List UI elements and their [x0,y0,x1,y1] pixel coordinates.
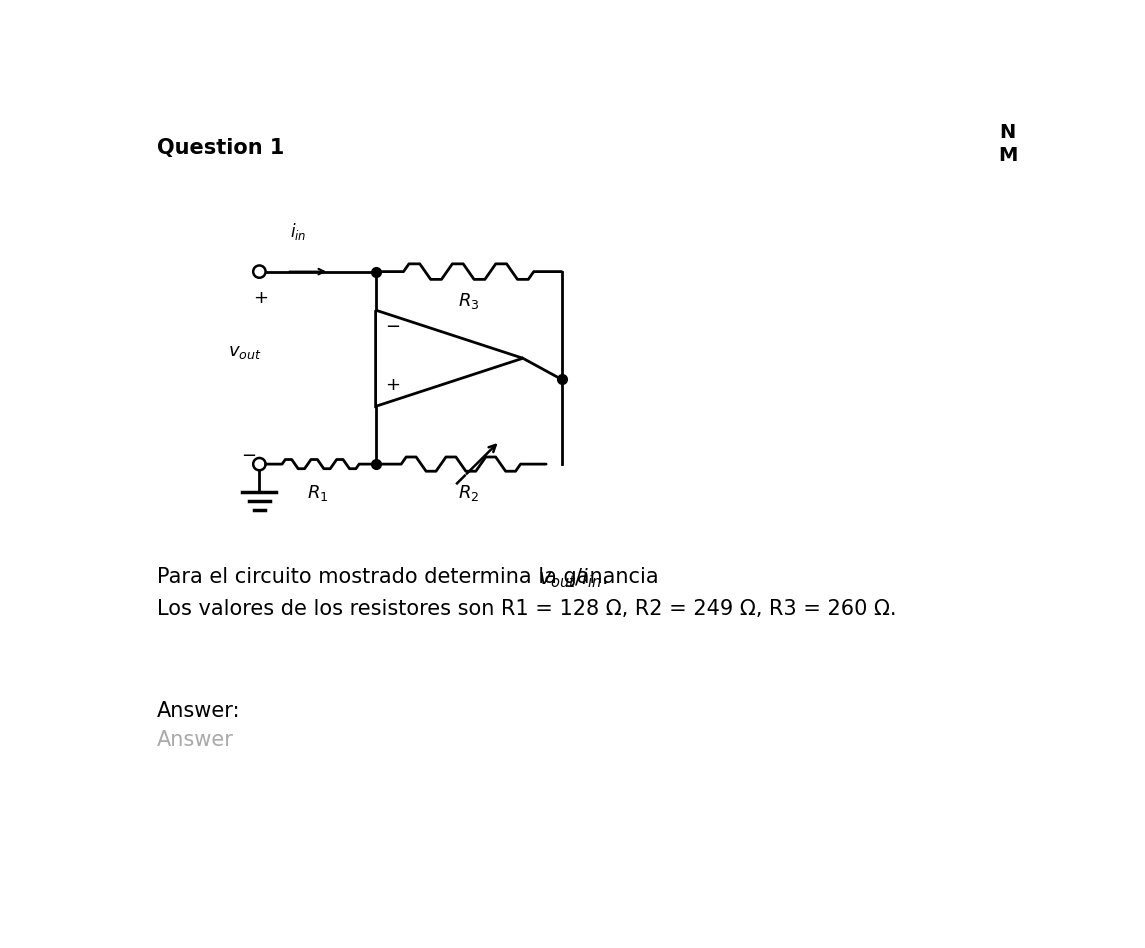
Text: M: M [998,146,1017,165]
Text: −: − [385,318,401,336]
Text: $R_1$: $R_1$ [307,483,329,503]
Text: $\mathit{i}_{in}$: $\mathit{i}_{in}$ [290,221,307,243]
Text: Para el circuito mostrado determina la ganancia: Para el circuito mostrado determina la g… [157,567,665,587]
Text: $R_3$: $R_3$ [458,291,480,311]
Text: −: − [240,447,256,465]
Text: +: + [253,288,268,306]
Text: +: + [385,375,400,393]
Text: Question 1: Question 1 [157,138,284,158]
Text: $R_2$: $R_2$ [458,483,480,503]
Text: Answer: Answer [157,730,234,750]
Text: Los valores de los resistores son R1 = 128 Ω, R2 = 249 Ω, R3 = 260 Ω.: Los valores de los resistores son R1 = 1… [157,599,897,619]
Text: N: N [1000,123,1016,142]
Text: Answer:: Answer: [157,701,240,720]
Text: $\mathit{v}_{out}$: $\mathit{v}_{out}$ [228,343,262,361]
Text: $v_{out}/i_{in}$.: $v_{out}/i_{in}$. [538,567,608,590]
